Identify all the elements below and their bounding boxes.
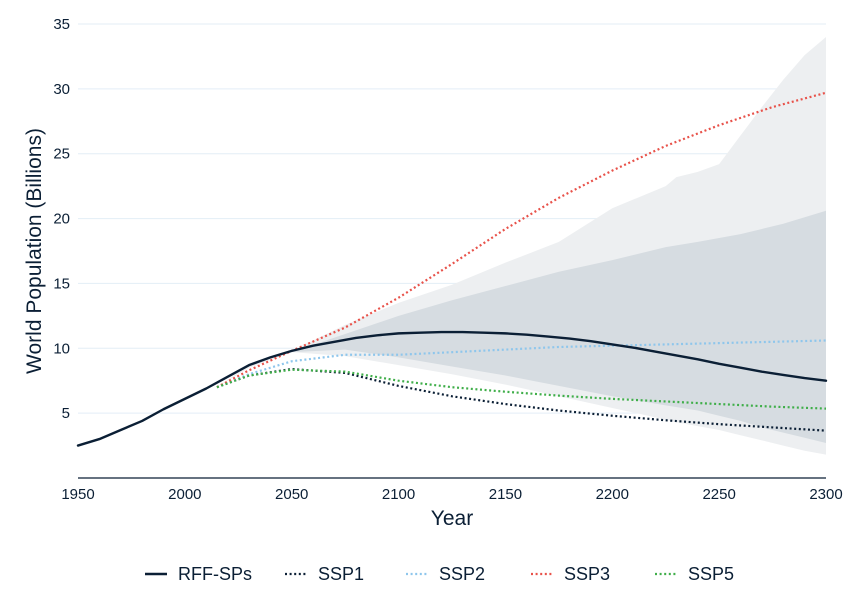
- x-tick-label: 2000: [168, 486, 201, 503]
- uncertainty-bands: [216, 36, 826, 455]
- legend: RFF-SPs SSP1 SSP2 SSP3 SSP5: [145, 564, 734, 584]
- x-tick-label: 2050: [275, 486, 308, 503]
- band-inner: [216, 210, 826, 443]
- gridlines: [78, 23, 826, 414]
- legend-label: SSP3: [564, 564, 610, 584]
- x-tick-label: 2100: [382, 486, 415, 503]
- y-tick-label: 10: [53, 340, 70, 357]
- y-tick-label: 15: [53, 275, 70, 292]
- series-line-ssp5: [216, 368, 827, 410]
- x-tick-labels: 1950 2000 2050 2100 2150 2200 2250 2300: [61, 486, 842, 503]
- y-tick-label: 30: [53, 81, 70, 98]
- y-axis-title: World Population (Billions): [23, 128, 46, 374]
- legend-label: SSP5: [688, 564, 734, 584]
- y-tick-labels: 5 10 15 20 25 30 35: [53, 16, 70, 422]
- y-tick-label: 20: [53, 211, 70, 228]
- x-tick-label: 2250: [702, 486, 735, 503]
- y-tick-label: 25: [53, 146, 70, 163]
- x-tick-label: 2200: [596, 486, 629, 503]
- legend-label: SSP1: [318, 564, 364, 584]
- series-line-rff-sps: [76, 330, 828, 447]
- y-tick-label: 35: [53, 16, 70, 33]
- x-axis-title: Year: [431, 507, 473, 530]
- x-tick-label: 2300: [809, 486, 842, 503]
- series-line-ssp2: [216, 339, 827, 389]
- legend-label: SSP2: [439, 564, 485, 584]
- x-tick-label: 1950: [61, 486, 94, 503]
- series-lines: [76, 91, 828, 447]
- x-tick-label: 2150: [489, 486, 522, 503]
- y-tick-label: 5: [62, 405, 70, 422]
- legend-label: RFF-SPs: [178, 564, 252, 584]
